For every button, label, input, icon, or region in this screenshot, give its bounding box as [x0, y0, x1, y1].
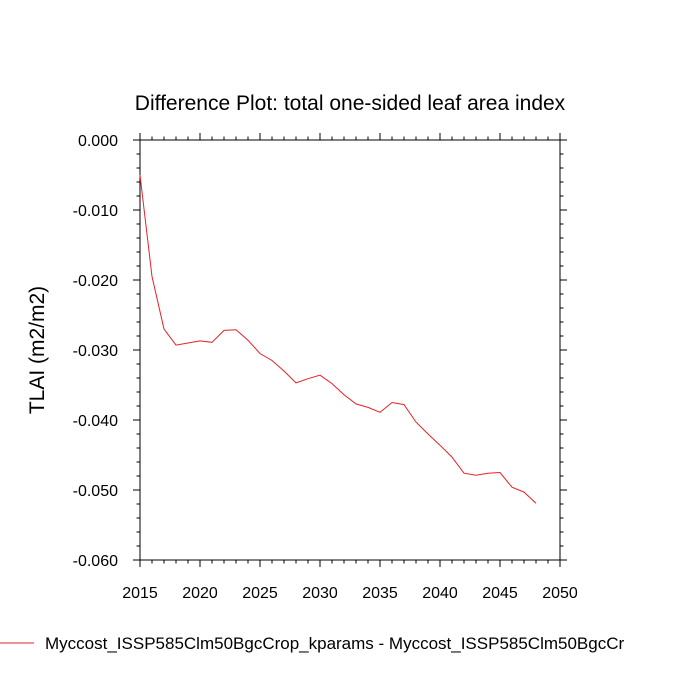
legend-label: Myccost_ISSP585Clm50BgcCrop_kparams - My… [45, 634, 625, 653]
y-tick-label: -0.010 [73, 203, 118, 220]
legend: Myccost_ISSP585Clm50BgcCrop_kparams - My… [0, 634, 625, 653]
plot-frame [139, 139, 561, 561]
y-tick-label: -0.040 [73, 413, 118, 430]
chart-title: Difference Plot: total one-sided leaf ar… [135, 92, 566, 115]
y-tick-label: 0.000 [78, 133, 118, 150]
series-line [139, 174, 537, 504]
x-tick-label: 2050 [542, 585, 578, 602]
x-tick-label: 2020 [182, 585, 218, 602]
y-tick-label: -0.050 [73, 483, 118, 500]
y-tick-label: -0.060 [73, 553, 118, 570]
y-tick-label: -0.020 [73, 273, 118, 290]
axes [139, 139, 561, 561]
x-tick-label: 2030 [302, 585, 338, 602]
y-axis-label: TLAI (m2/m2) [26, 286, 49, 414]
x-tick-label: 2035 [362, 585, 398, 602]
series [139, 174, 537, 504]
ticks: 2015 2020 2025 2030 2035 2040 2045 2050 0.000 -0.… [73, 133, 578, 602]
x-tick-label: 2040 [422, 585, 458, 602]
x-tick-label: 2015 [122, 585, 158, 602]
x-tick-label: 2045 [482, 585, 518, 602]
y-tick-label: -0.030 [73, 343, 118, 360]
x-tick-label: 2025 [242, 585, 278, 602]
